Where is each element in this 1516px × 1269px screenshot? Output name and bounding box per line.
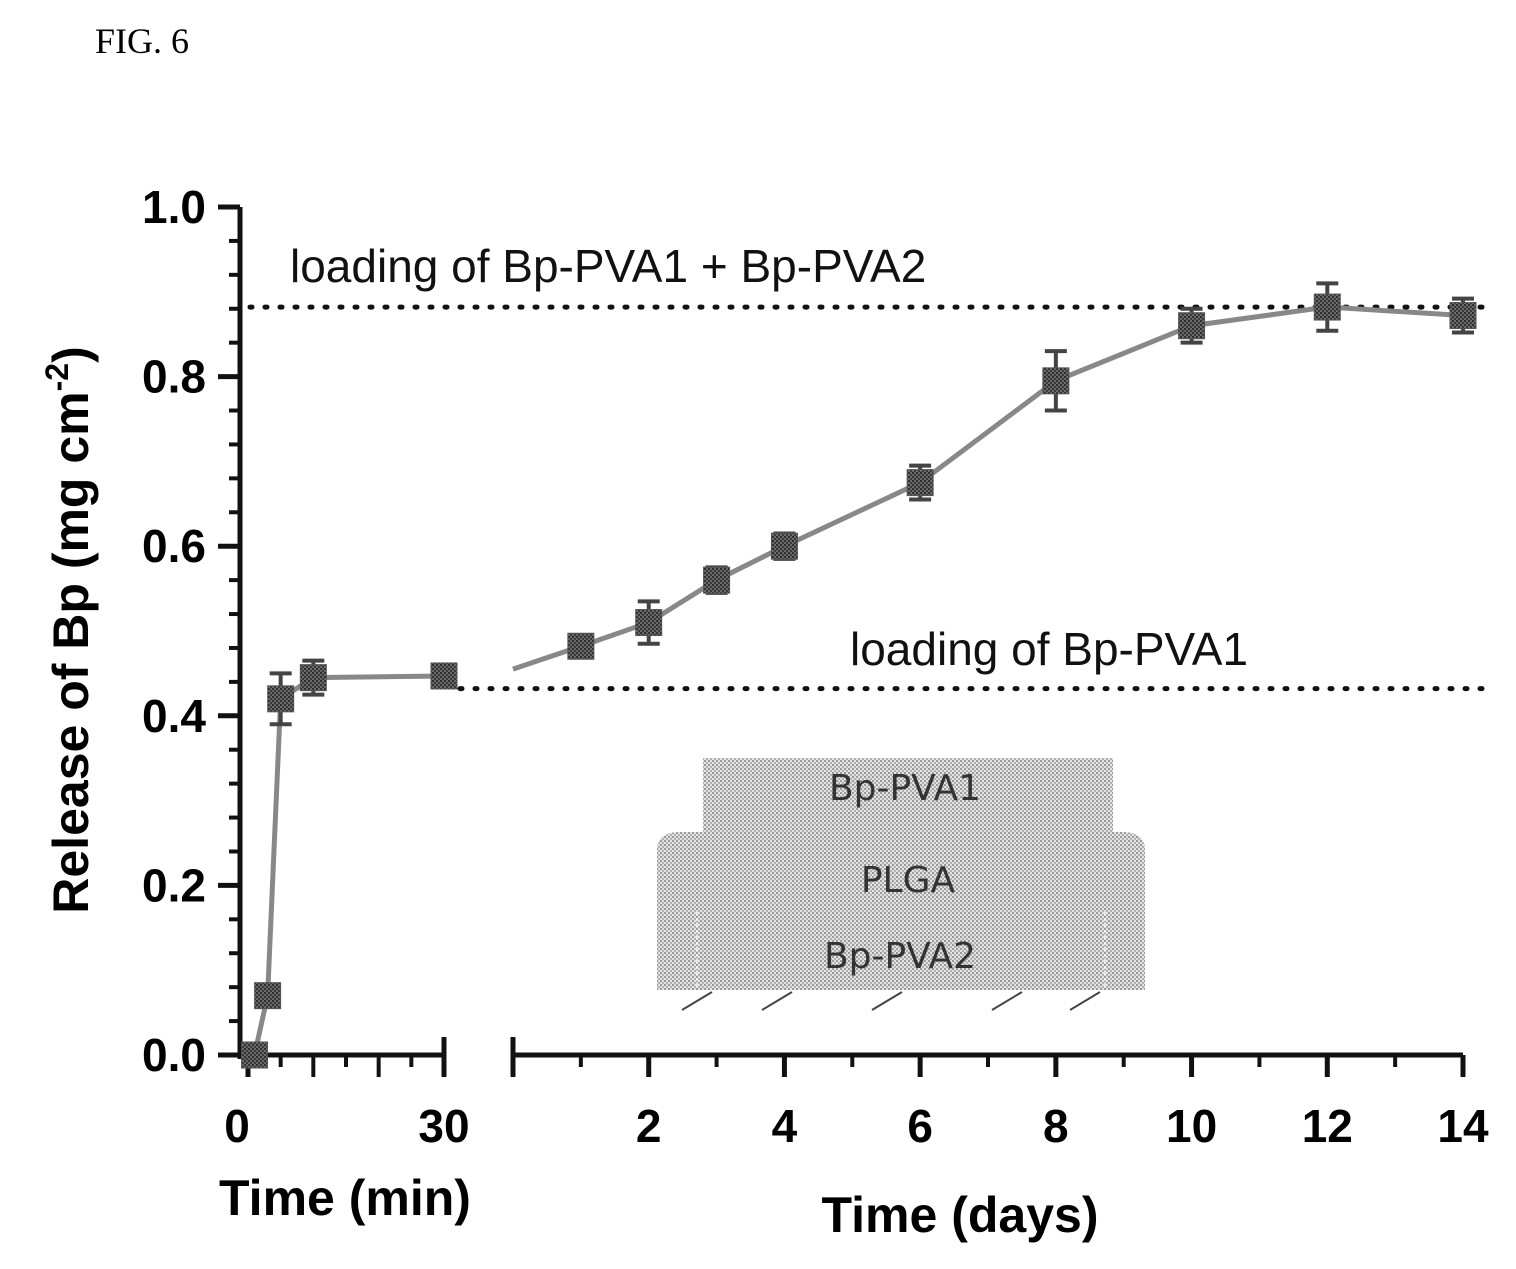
series-line	[252, 673, 445, 1056]
data-point	[1313, 293, 1341, 321]
y-tick-label: 0.6	[142, 520, 206, 572]
reference-label-total: loading of Bp-PVA1 + Bp-PVA2	[290, 240, 926, 292]
y-axis-title-main: Release of Bp (mg cm	[43, 391, 99, 913]
reference-lines	[247, 304, 1498, 692]
y-axis-title-sup: -2	[39, 363, 75, 391]
substrate-hatch	[871, 991, 903, 1011]
x-tick-label-days: 6	[907, 1100, 933, 1152]
data-point	[299, 664, 327, 692]
x-tick-label-days: 8	[1043, 1100, 1069, 1152]
y-tick-label: 0.2	[142, 859, 206, 911]
x-tick-label-days: 2	[636, 1100, 662, 1152]
y-tick-label: 1.0	[142, 181, 206, 233]
layer-bp-pva1	[703, 758, 1113, 838]
layer-label: Bp-PVA1	[829, 768, 981, 809]
data-point	[1042, 367, 1070, 395]
data-point	[635, 609, 663, 637]
reference-label-pva1: loading of Bp-PVA1	[850, 623, 1248, 675]
x-tick-label-days: 4	[772, 1100, 798, 1152]
substrate-hatch	[1069, 991, 1101, 1011]
x-tick-label-days: 10	[1166, 1100, 1217, 1152]
data-point	[241, 1041, 269, 1069]
layer-bp-pva2	[697, 912, 1105, 990]
release-series	[241, 281, 1477, 1069]
x-tick-label-min: 0	[224, 1100, 250, 1152]
data-point	[567, 632, 595, 660]
figure-label: FIG. 6	[95, 21, 190, 61]
data-point	[770, 532, 798, 560]
layer-stack-inset: Bp-PVA1 PLGA Bp-PVA2	[657, 758, 1145, 1011]
data-point	[1178, 312, 1206, 340]
y-axis-title: Release of Bp (mg cm-2)	[39, 346, 99, 913]
y-tick-label: 0.8	[142, 351, 206, 403]
data-point	[430, 662, 458, 690]
x-axis-title-days: Time (days)	[822, 1187, 1099, 1243]
layer-label: Bp-PVA2	[824, 936, 976, 977]
substrate-hatch	[681, 991, 713, 1011]
substrate-hatch	[991, 991, 1023, 1011]
x-tick-label-days: 12	[1302, 1100, 1353, 1152]
substrate-hatch	[761, 991, 793, 1011]
y-tick-label: 0.0	[142, 1029, 206, 1081]
data-point	[1449, 302, 1477, 330]
data-point	[267, 685, 295, 713]
x-axis-title-min: Time (min)	[219, 1170, 471, 1226]
data-point	[254, 982, 282, 1010]
layer-label: PLGA	[861, 860, 956, 901]
x-tick-label-days: 14	[1437, 1100, 1489, 1152]
x-tick-label-min: 30	[418, 1100, 469, 1152]
axes: 0.0 0.2 0.4 0.6 0.8 1.0 0 30 2 4 6 8 10 12 14	[142, 181, 1489, 1152]
series-line	[512, 304, 1464, 672]
y-axis-title-close: )	[43, 346, 99, 363]
data-point	[906, 469, 934, 497]
data-point	[703, 566, 731, 594]
y-tick-label: 0.4	[142, 690, 206, 742]
